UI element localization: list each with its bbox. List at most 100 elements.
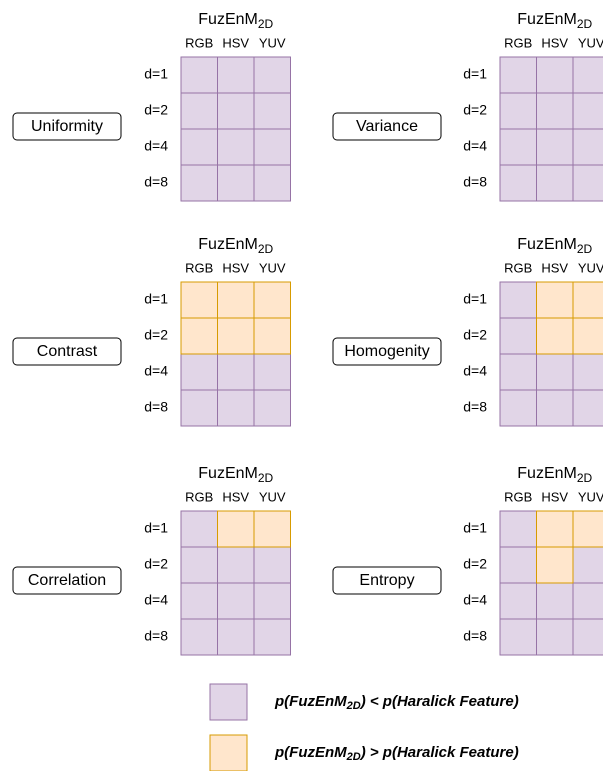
row-label: d=8	[144, 628, 168, 644]
label-box	[12, 566, 122, 595]
cell	[572, 164, 603, 202]
cell	[536, 92, 574, 130]
cell	[572, 353, 603, 391]
row-label: d=4	[463, 138, 487, 154]
label: Uniformity	[31, 118, 103, 135]
cell	[217, 582, 255, 620]
label-box	[12, 112, 122, 141]
column-header: HSV	[222, 260, 249, 275]
legend-part: ) < p(Haralick Feature)	[359, 693, 519, 710]
cell	[572, 389, 603, 427]
cell	[499, 317, 537, 355]
cell	[499, 582, 537, 620]
cell	[253, 164, 291, 202]
cell	[217, 546, 255, 584]
cell	[499, 353, 537, 391]
cell	[572, 546, 603, 584]
label-box	[332, 566, 442, 595]
label: Variance	[356, 118, 418, 135]
title-main: FuzEnM	[517, 465, 577, 482]
cell	[180, 56, 218, 94]
cell	[217, 353, 255, 391]
title-main: FuzEnM	[517, 236, 577, 253]
title-main: FuzEnM	[198, 11, 258, 28]
cell	[180, 389, 218, 427]
row-label: d=2	[144, 556, 168, 572]
cell	[499, 389, 537, 427]
title-sub: 2D	[577, 17, 593, 31]
label: Correlation	[28, 572, 106, 589]
cell	[180, 546, 218, 584]
cell	[536, 317, 574, 355]
label: Entropy	[359, 572, 414, 589]
row-label: d=8	[144, 399, 168, 415]
cell	[253, 92, 291, 130]
legend-part: p(FuzEnM	[274, 744, 347, 761]
row-label: d=4	[144, 363, 168, 379]
panel: FuzEnM2D RGB HSV YUV d=1 d=2 d=4 d=8 Contrast	[12, 236, 291, 427]
cell	[253, 317, 291, 355]
column-header: YUV	[259, 489, 286, 504]
cell	[253, 281, 291, 319]
title-sub: 2D	[577, 242, 593, 256]
title-main: FuzEnM	[517, 11, 577, 28]
title-main: FuzEnM	[198, 465, 258, 482]
cell	[499, 510, 537, 548]
cell	[217, 510, 255, 548]
cell	[253, 510, 291, 548]
cell	[536, 128, 574, 166]
label-box	[12, 337, 122, 366]
column-header: HSV	[541, 35, 568, 50]
column-header: YUV	[259, 35, 286, 50]
row-label: d=4	[463, 363, 487, 379]
panel-title: FuzEnM2D	[517, 11, 592, 31]
cell	[499, 164, 537, 202]
row-label: d=4	[463, 592, 487, 608]
legend-text: p(FuzEnM2D) > p(Haralick Feature)	[274, 744, 519, 763]
cell	[536, 164, 574, 202]
column-header: YUV	[578, 260, 603, 275]
cell	[180, 317, 218, 355]
title-main: FuzEnM	[198, 236, 258, 253]
column-header: HSV	[541, 260, 568, 275]
column-header: YUV	[259, 260, 286, 275]
panel: FuzEnM2D RGB HSV YUV d=1 d=2 d=4 d=8 Entropy	[332, 465, 603, 656]
title-sub: 2D	[258, 471, 274, 485]
column-header: RGB	[504, 260, 532, 275]
panel: FuzEnM2D RGB HSV YUV d=1 d=2 d=4 d=8 Uniformity	[12, 11, 291, 202]
legend-sub: 2D	[346, 700, 361, 712]
cell	[572, 618, 603, 656]
panel-title: FuzEnM2D	[198, 236, 273, 256]
column-header: RGB	[504, 489, 532, 504]
cell	[253, 618, 291, 656]
legend-swatch	[209, 734, 248, 772]
row-label: d=1	[144, 291, 168, 307]
cell	[572, 582, 603, 620]
cell	[536, 510, 574, 548]
row-label: d=8	[463, 174, 487, 190]
cell	[217, 281, 255, 319]
row-label: d=1	[463, 520, 487, 536]
row-label: d=2	[463, 102, 487, 118]
panel-title: FuzEnM2D	[517, 236, 592, 256]
cell	[217, 317, 255, 355]
cell	[180, 164, 218, 202]
panel: FuzEnM2D RGB HSV YUV d=1 d=2 d=4 d=8 Homogenity	[332, 236, 603, 427]
row-label: d=4	[144, 592, 168, 608]
label: Contrast	[37, 343, 98, 360]
cell	[572, 317, 603, 355]
row-label: d=4	[144, 138, 168, 154]
panel-title: FuzEnM2D	[198, 11, 273, 31]
title-sub: 2D	[258, 17, 274, 31]
cell	[536, 281, 574, 319]
label: Homogenity	[344, 343, 429, 360]
cell	[499, 128, 537, 166]
row-label: d=8	[463, 399, 487, 415]
row-label: d=2	[463, 556, 487, 572]
cell	[253, 582, 291, 620]
title-sub: 2D	[577, 471, 593, 485]
legend-part: ) > p(Haralick Feature)	[359, 744, 519, 761]
cell	[180, 128, 218, 166]
cell	[253, 56, 291, 94]
cell	[536, 389, 574, 427]
